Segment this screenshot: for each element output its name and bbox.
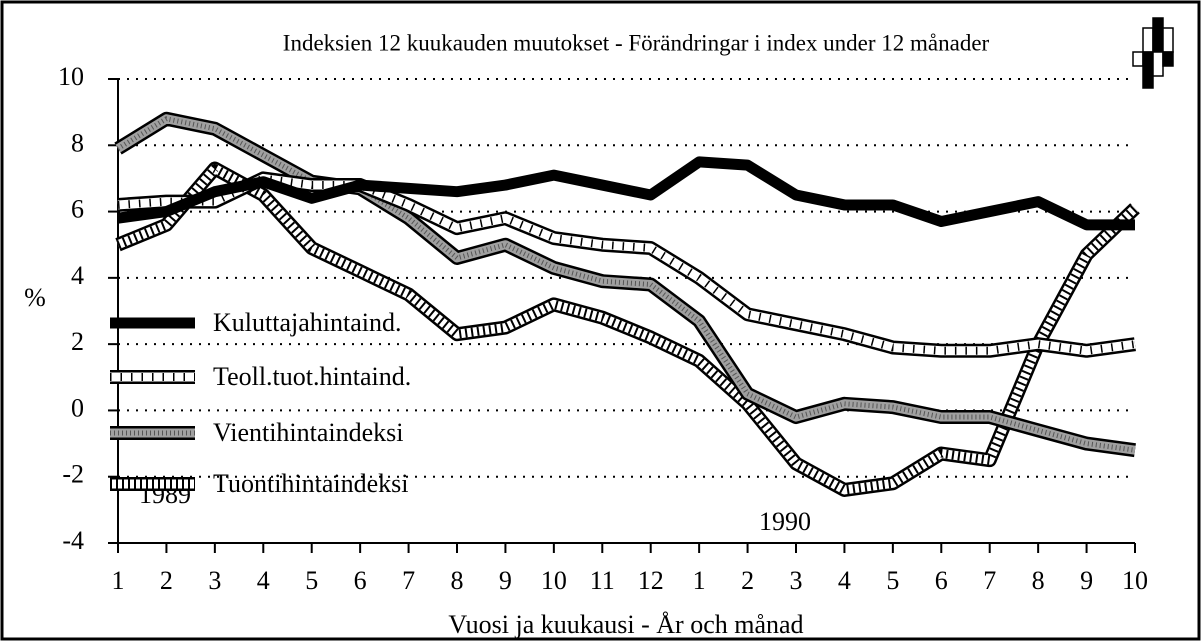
y-tick-label: 8 — [71, 128, 84, 157]
x-tick-label: 11 — [590, 566, 615, 595]
x-tick-label: 10 — [1122, 566, 1148, 595]
legend-item: Vientihintaindeksi — [110, 418, 404, 447]
year-label: 1990 — [759, 507, 811, 536]
x-tick-label: 1 — [112, 566, 125, 595]
line-pattern — [116, 163, 1139, 495]
series — [115, 161, 1140, 497]
series — [117, 171, 1136, 358]
x-tick-label: 10 — [541, 566, 567, 595]
x-tick-label: 6 — [935, 566, 948, 595]
series — [114, 111, 1136, 458]
legend-item: Tuontihintaindeksi — [110, 469, 409, 498]
x-tick-label: 2 — [741, 566, 754, 595]
y-axis-label: % — [24, 283, 46, 312]
x-tick-label: 7 — [983, 566, 996, 595]
x-tick-label: 2 — [160, 566, 173, 595]
line-pattern — [117, 174, 1136, 355]
x-tick-label: 1 — [693, 566, 706, 595]
y-tick-label: 0 — [71, 393, 84, 422]
x-tick-label: 8 — [451, 566, 464, 595]
legend-label: Kuluttajahintaind. — [213, 308, 401, 337]
x-tick-label: 7 — [402, 566, 415, 595]
legend-item: Kuluttajahintaind. — [110, 308, 401, 337]
x-tick-label: 9 — [1080, 566, 1093, 595]
x-tick-label: 3 — [790, 566, 803, 595]
x-tick-label: 8 — [1032, 566, 1045, 595]
y-tick-label: -2 — [62, 460, 84, 489]
y-tick-label: -4 — [62, 526, 84, 555]
line-fill — [115, 114, 1136, 455]
x-axis-label: Vuosi ja kuukausi - År och månad — [448, 610, 803, 639]
legend-label: Vientihintaindeksi — [213, 418, 404, 447]
y-tick-label: 6 — [71, 195, 84, 224]
legend-label: Tuontihintaindeksi — [213, 469, 409, 498]
legend-item: Teoll.tuot.hintaind. — [110, 362, 411, 391]
chart-title: Indeksien 12 kuukauden muutokset - Förän… — [283, 30, 990, 55]
x-tick-label: 5 — [305, 566, 318, 595]
x-tick-label: 12 — [638, 566, 664, 595]
x-tick-label: 4 — [257, 566, 270, 595]
legend-label: Teoll.tuot.hintaind. — [213, 362, 411, 391]
x-tick-label: 4 — [838, 566, 851, 595]
x-tick-label: 5 — [886, 566, 899, 595]
logo — [1132, 17, 1174, 89]
x-tick-label: 3 — [208, 566, 221, 595]
y-tick-label: 10 — [58, 62, 84, 91]
line — [117, 156, 1135, 231]
series — [117, 156, 1135, 231]
x-tick-label: 6 — [354, 566, 367, 595]
y-tick-label: 2 — [71, 327, 84, 356]
x-tick-label: 9 — [499, 566, 512, 595]
y-tick-label: 4 — [71, 261, 84, 290]
